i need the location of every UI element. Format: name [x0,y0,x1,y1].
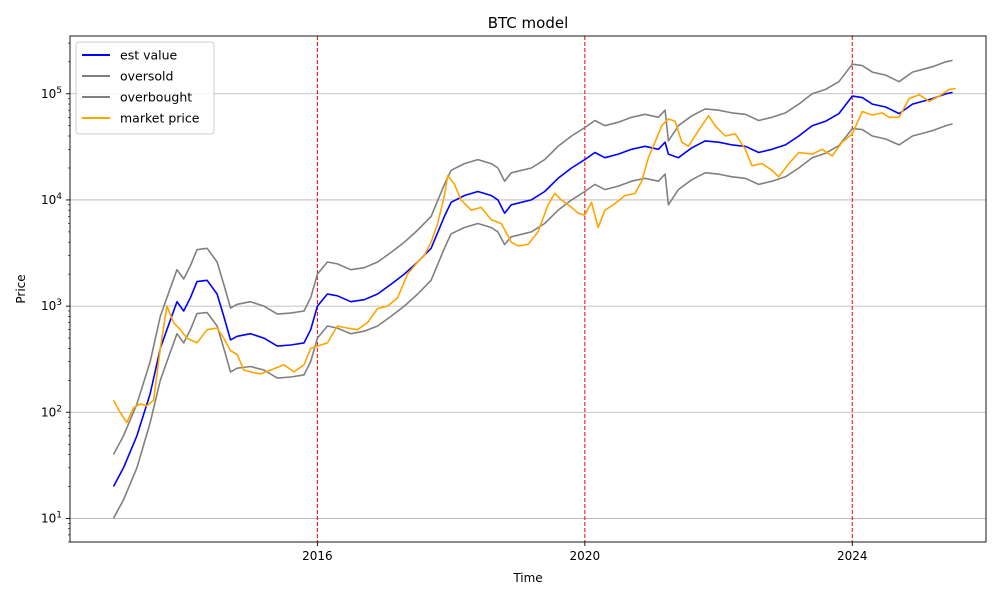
plot-area: 2016 2020 2024 101 102 103 104 105 est value over… [41,35,987,563]
x-tick-label: 2020 [570,549,601,563]
y-axis-label: Price [14,274,28,303]
series-group [112,59,957,519]
legend-label-3: market price [120,111,200,126]
legend-label-1: oversold [120,69,173,84]
y-tick-label: 104 [41,192,62,207]
y-tick-label: 101 [41,510,62,525]
y-tick-label: 103 [41,298,62,313]
series-line-3 [112,87,957,424]
chart-title: BTC model [488,14,569,32]
legend-label-0: est value [120,48,178,63]
x-tick-label: 2016 [302,549,333,563]
axes-frame [69,35,987,543]
series-line-1 [112,123,953,519]
legend-label-2: overbought [120,90,192,105]
legend: est value oversold overbought market price [75,41,215,135]
series-line-2 [112,59,953,455]
x-axis-label: Time [512,571,542,585]
legend-box [75,41,215,135]
x-tick-label: 2024 [837,549,868,563]
y-tick-label: 105 [41,86,62,101]
y-tick-label: 102 [41,404,62,419]
series-line-0 [112,91,953,487]
